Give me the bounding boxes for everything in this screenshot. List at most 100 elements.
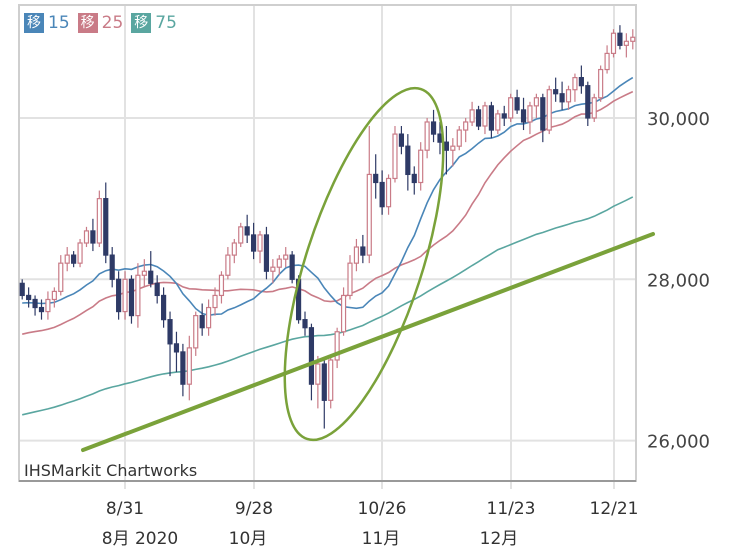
- candle-up: [591, 97, 597, 119]
- legend-value: 15: [48, 13, 70, 33]
- candle-up: [212, 294, 218, 309]
- candle-up: [231, 242, 237, 256]
- candle-up: [206, 306, 212, 329]
- candle-up: [604, 52, 610, 71]
- candle-up: [630, 36, 636, 42]
- legend-badge: 移: [77, 13, 98, 33]
- candle-up: [334, 331, 340, 361]
- candle-down: [488, 105, 494, 131]
- candle-down: [617, 32, 623, 46]
- candle-up: [598, 68, 604, 99]
- candle-up: [283, 254, 289, 260]
- x-tick-label: 9/28: [235, 499, 273, 519]
- y-tick-label: 30,000: [647, 109, 710, 130]
- candle-up: [565, 89, 572, 103]
- candle-up: [122, 278, 128, 313]
- candle-up: [225, 254, 231, 276]
- candle-down: [430, 121, 437, 135]
- candle-up: [366, 173, 372, 256]
- x-tick-label: 11/23: [487, 499, 536, 519]
- candle-down: [379, 181, 385, 208]
- candlesticks: [19, 25, 636, 429]
- candle-down: [19, 282, 25, 297]
- candle-down: [103, 198, 109, 256]
- candle-up: [463, 121, 469, 131]
- candle-up: [469, 109, 475, 123]
- legend-item-ma15: 移 15: [24, 13, 70, 33]
- candle-up: [186, 347, 192, 385]
- candle-up: [392, 133, 398, 180]
- candle-down: [180, 351, 186, 385]
- y-tick-label: 26,000: [647, 432, 710, 453]
- candle-down: [475, 109, 482, 127]
- candle-up: [495, 113, 501, 131]
- legend-badge: 移: [131, 13, 152, 33]
- legend-item-ma75: 移 75: [131, 13, 177, 33]
- candle-down: [32, 298, 38, 309]
- candle-down: [263, 234, 270, 272]
- x-month-label: 10月: [229, 529, 268, 549]
- candle-up: [45, 298, 51, 313]
- candle-down: [398, 133, 405, 147]
- candle-down: [128, 278, 135, 317]
- candle-down: [585, 85, 591, 119]
- candle-down: [437, 133, 443, 143]
- candle-up: [508, 97, 514, 119]
- candle-up: [385, 177, 392, 208]
- plot-frame: [18, 4, 637, 482]
- axes: 8/31 9/28 10/26 11/23 12/21 8月 2020 10月 11月 12月 2…: [19, 109, 710, 549]
- candle-down: [405, 145, 411, 176]
- candle-up: [135, 274, 141, 317]
- candle-up: [527, 105, 533, 123]
- candle-up: [353, 246, 360, 264]
- candle-up: [270, 266, 276, 272]
- candle-up: [533, 97, 539, 107]
- candle-down: [250, 234, 257, 252]
- legend-value: 25: [101, 13, 124, 33]
- candle-up: [77, 242, 83, 264]
- candle-down: [559, 93, 565, 103]
- candle-down: [109, 254, 115, 280]
- candle-down: [578, 77, 584, 87]
- candle-down: [244, 226, 250, 236]
- chart-grid: [18, 4, 637, 489]
- x-month-label: 8月 2020: [102, 529, 178, 549]
- legend-badge: 移: [24, 13, 44, 33]
- candle-down: [38, 306, 45, 313]
- candle-down: [373, 173, 379, 184]
- candle-up: [546, 89, 552, 131]
- candle-down: [540, 97, 546, 131]
- candle-down: [321, 363, 327, 401]
- candle-up: [424, 121, 430, 151]
- candle-up: [347, 262, 353, 297]
- candle-up: [450, 145, 456, 151]
- candle-up: [315, 363, 321, 385]
- chart-credit: IHSMarkit Chartworks: [24, 461, 198, 480]
- chart-legend: 移 15 移 25 移 75: [24, 13, 177, 33]
- x-tick-label: 8/31: [106, 499, 144, 519]
- y-tick-label: 28,000: [647, 270, 710, 291]
- candle-down: [501, 113, 507, 119]
- candle-up: [218, 274, 225, 297]
- candle-down: [116, 278, 122, 313]
- candle-down: [90, 230, 96, 244]
- candle-up: [623, 40, 629, 46]
- candle-down: [553, 89, 559, 95]
- candle-down: [308, 327, 315, 385]
- candle-up: [328, 359, 334, 401]
- candle-up: [456, 129, 462, 147]
- candle-up: [58, 262, 64, 293]
- candle-up: [96, 198, 102, 244]
- candle-down: [167, 319, 173, 345]
- candle-up: [141, 270, 147, 276]
- candle-down: [154, 282, 160, 297]
- candle-up: [238, 226, 244, 244]
- candle-down: [360, 246, 366, 256]
- x-month-label: 11月: [362, 529, 401, 549]
- candle-down: [199, 315, 205, 329]
- candle-up: [193, 315, 199, 349]
- legend-item-ma25: 移 25: [77, 13, 124, 33]
- candle-down: [161, 294, 167, 321]
- candle-down: [148, 270, 154, 284]
